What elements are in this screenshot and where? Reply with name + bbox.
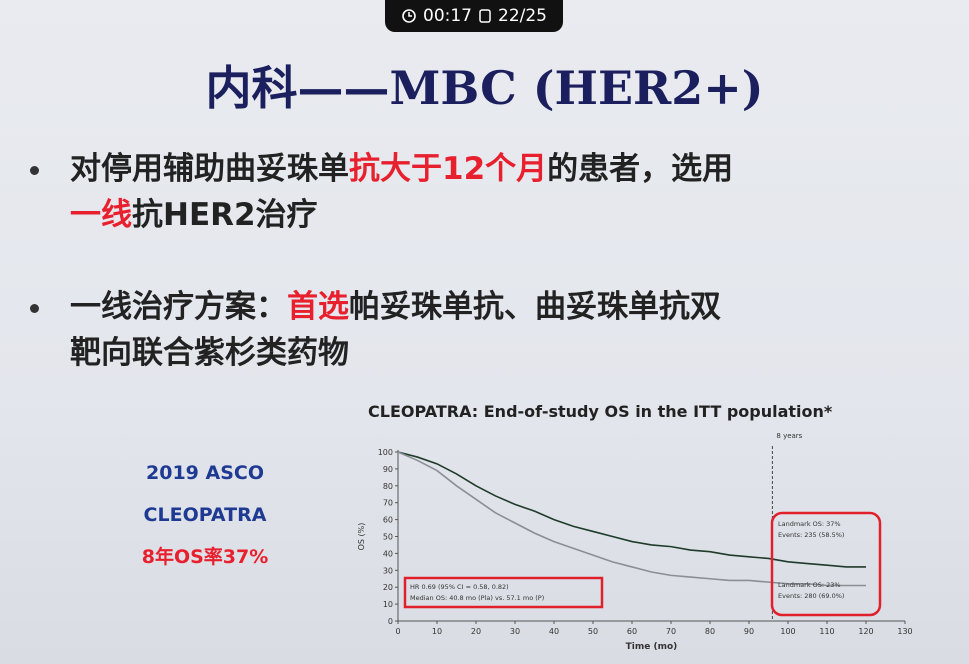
landmark-text: Landmark OS: 23%: [778, 581, 841, 589]
top-bar: 00:17 22/25: [385, 0, 563, 32]
y-tick-label: 60: [383, 516, 393, 525]
timer: 00:17: [423, 6, 472, 26]
text-segment: 的患者，选用: [547, 151, 734, 187]
x-tick-label: 20: [471, 627, 481, 636]
landmark-text: Events: 280 (69.0%): [778, 592, 844, 600]
bullet-line: 对停用辅助曲妥珠单抗大于12个月的患者，选用: [70, 146, 733, 192]
text-segment: 抗大于12个月: [349, 151, 548, 187]
text-segment: 一线治疗方案：: [70, 289, 287, 325]
x-tick-label: 40: [549, 627, 559, 636]
x-tick-label: 70: [666, 627, 676, 636]
bullet-dot: [30, 304, 39, 313]
x-tick-label: 50: [588, 627, 598, 636]
page-counter: 22/25: [498, 6, 547, 26]
bullet-dot: [30, 166, 39, 175]
bullet-line: 靶向联合紫杉类药物: [70, 330, 721, 376]
bullet-line: 一线抗HER2治疗: [70, 192, 733, 238]
hr-box: [403, 576, 604, 609]
y-tick-label: 30: [383, 566, 393, 575]
slide-title: 内科——MBC (HER2+): [205, 61, 764, 115]
x-tick-label: 100: [780, 627, 795, 636]
bullet: 对停用辅助曲妥珠单抗大于12个月的患者，选用 一线抗HER2治疗: [30, 146, 733, 238]
chart-title: CLEOPATRA: End-of-study OS in the ITT po…: [368, 402, 833, 421]
text-segment: 靶向联合紫杉类药物: [70, 335, 349, 371]
side-notes: 2019 ASCO CLEOPATRA 8年OS率37%: [105, 452, 305, 578]
landmark-label: 8 years: [776, 432, 802, 440]
y-tick-label: 90: [383, 465, 393, 474]
clock-icon: [402, 9, 416, 23]
x-tick-label: 110: [819, 627, 834, 636]
side-note: 8年OS率37%: [141, 546, 269, 568]
text-segment: 对停用辅助曲妥珠单: [70, 151, 349, 187]
y-tick-label: 80: [383, 482, 393, 491]
side-note: 2019 ASCO: [146, 462, 264, 484]
y-axis-label: OS (%): [357, 523, 366, 551]
y-tick-label: 40: [383, 549, 393, 558]
x-tick-label: 60: [627, 627, 637, 636]
y-tick-label: 0: [388, 617, 393, 626]
y-tick-label: 20: [383, 583, 393, 592]
y-tick-label: 50: [383, 533, 393, 542]
page-icon: [479, 9, 491, 23]
x-tick-label: 0: [395, 627, 400, 636]
bullet-line: 一线治疗方案：首选帕妥珠单抗、曲妥珠单抗双: [70, 284, 721, 330]
x-tick-label: 30: [510, 627, 520, 636]
text-segment: 帕妥珠单抗、曲妥珠单抗双: [349, 289, 721, 325]
x-tick-label: 80: [705, 627, 715, 636]
hr-text: Median OS: 40.8 mo (Pla) vs. 57.1 mo (P): [410, 594, 544, 602]
text-segment: 抗HER2治疗: [132, 197, 318, 233]
survival-curve: [397, 451, 866, 568]
y-tick-label: 10: [383, 600, 393, 609]
chart: 0 10 20 30 40 50 60 70 80 90 100 0 10 20 30 40 50 60 70 80 9…: [357, 432, 913, 652]
x-tick-label: 10: [432, 627, 442, 636]
hr-text: HR 0.69 (95% CI = 0.58, 0.82): [410, 583, 509, 591]
x-tick-label: 90: [744, 627, 754, 636]
x-tick-label: 130: [897, 627, 912, 636]
landmark-text: Events: 235 (58.5%): [778, 531, 844, 539]
x-axis-label: Time (mo): [626, 642, 678, 652]
bullet: 一线治疗方案：首选帕妥珠单抗、曲妥珠单抗双 靶向联合紫杉类药物: [30, 284, 721, 376]
side-note: CLEOPATRA: [143, 504, 267, 526]
text-segment: 首选: [287, 289, 349, 325]
landmark-box: [770, 511, 882, 617]
text-segment: 一线: [70, 197, 132, 233]
landmark-text: Landmark OS: 37%: [778, 520, 841, 528]
y-tick-label: 70: [383, 499, 393, 508]
survival-curve: [397, 451, 866, 587]
x-tick-label: 120: [858, 627, 873, 636]
y-tick-label: 100: [378, 448, 393, 457]
